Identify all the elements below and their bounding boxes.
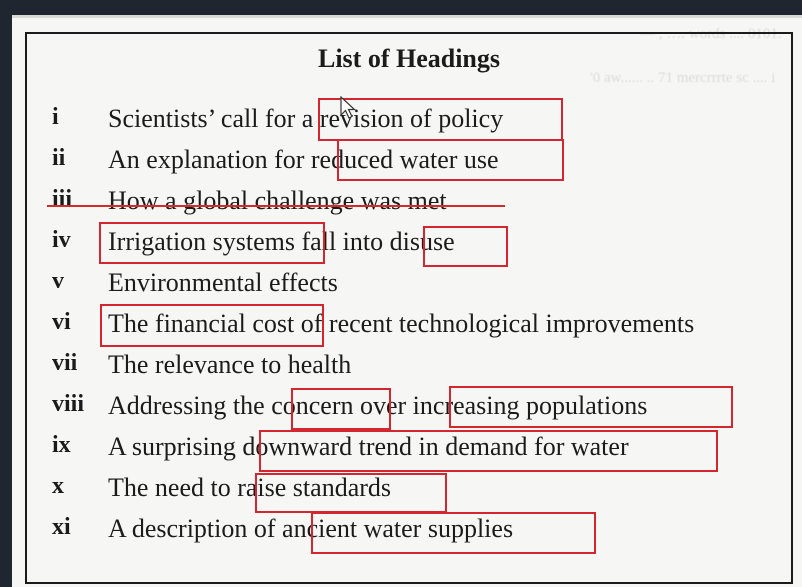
heading-number: viii	[52, 391, 85, 417]
background-text-2: '0 aw...... .. 71 mercrrrte sc .... i	[590, 70, 776, 86]
background-text-1: — , …. words .... 0101.	[640, 26, 782, 42]
heading-text: The financial cost of recent technologic…	[108, 309, 695, 338]
annotation-box-financial-cost	[100, 304, 324, 347]
heading-number: i	[52, 104, 59, 130]
annotation-box-downward-trend	[259, 430, 718, 472]
mouse-pointer-icon	[340, 96, 357, 119]
heading-text: Irrigation systems fall into disuse	[108, 227, 455, 256]
annotation-box-reduced-water-use	[337, 139, 564, 181]
heading-text: Addressing the concern over increasing p…	[108, 391, 648, 420]
heading-number: ix	[52, 432, 71, 458]
annotation-box-disuse	[423, 226, 508, 267]
annotation-box-irrigation-systems	[99, 222, 325, 264]
heading-number: xi	[52, 514, 71, 540]
heading-text: An explanation for reduced water use	[108, 145, 499, 174]
heading-number: iv	[52, 227, 71, 253]
annotation-box-ancient-water-supplies	[311, 512, 596, 554]
headings-box	[25, 32, 793, 584]
headings-title: List of Headings	[317, 44, 501, 73]
heading-text: How a global challenge was met	[108, 186, 447, 215]
document-page	[12, 15, 802, 587]
heading-number: x	[52, 473, 64, 499]
heading-text: Environmental effects	[108, 268, 338, 297]
annotation-box-increasing-populations	[449, 386, 733, 428]
heading-text: A description of ancient water supplies	[108, 514, 514, 543]
paper-edge	[12, 15, 802, 18]
heading-text: The relevance to health	[108, 350, 352, 379]
strikethrough-line	[47, 205, 505, 207]
annotation-box-concern	[291, 388, 391, 430]
heading-text: The need to raise standards	[108, 473, 392, 502]
heading-number: v	[52, 268, 64, 294]
annotation-box-raise-standards	[255, 473, 447, 513]
heading-number: vii	[52, 350, 78, 376]
heading-text: Scientists’ call for a revision of polic…	[108, 104, 504, 133]
heading-number: ii	[52, 145, 66, 171]
heading-text: A surprising downward trend in demand fo…	[108, 432, 629, 461]
heading-number: vi	[52, 309, 71, 335]
heading-number: iii	[52, 186, 73, 212]
